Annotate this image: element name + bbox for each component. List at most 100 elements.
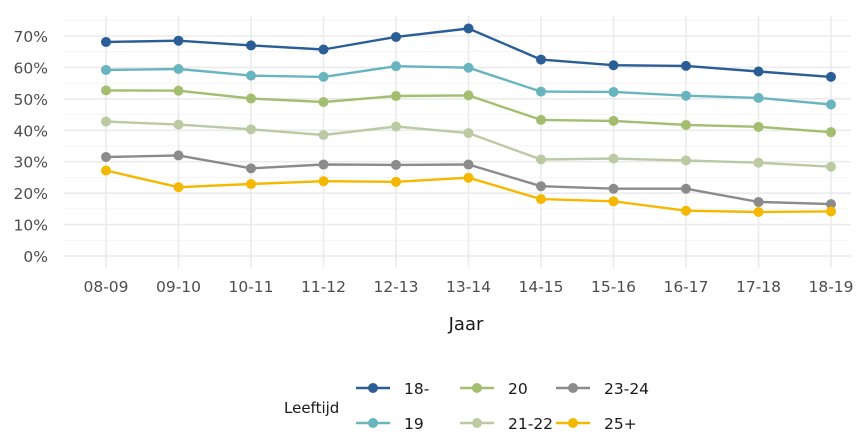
legend-label: 20 [508,380,528,398]
data-point [608,115,619,126]
data-point [753,92,764,103]
legend-key-point [472,383,482,393]
data-point [173,150,184,161]
data-point [246,70,256,81]
data-point [101,85,111,96]
data-point [391,61,401,72]
data-point [826,99,836,110]
legend-item: 20 [460,380,528,398]
legend-key-point [368,383,378,393]
series-points [101,23,836,217]
x-tick-label: 14-15 [518,278,563,296]
data-point [391,121,401,132]
x-axis-title: Jaar [448,314,484,335]
data-point [318,130,329,140]
data-point [826,206,836,217]
data-point [318,44,329,55]
y-tick-label: 70% [14,28,48,46]
data-point [173,119,184,130]
data-point [536,154,546,165]
data-point [318,71,329,82]
data-point [391,176,401,187]
x-tick-label: 16-17 [663,278,708,296]
legend-label: 21-22 [508,415,553,432]
x-tick-label: 12-13 [373,278,418,296]
data-point [536,86,546,97]
data-point [608,196,619,207]
data-point [463,172,474,183]
legend-label: 18- [404,380,429,398]
data-point [318,159,329,170]
data-point [826,161,836,172]
data-point [463,90,474,101]
legend-item: 18- [356,380,429,398]
legend-item: 23-24 [556,380,649,398]
data-point [246,124,256,135]
data-point [681,60,691,71]
data-point [681,205,691,216]
legend-title: Leeftijd [284,399,339,417]
data-point [318,97,329,107]
data-point [608,183,619,194]
data-point [681,90,691,101]
data-point [463,23,474,34]
y-tick-label: 60% [14,59,48,77]
data-point [608,153,619,164]
data-point [753,66,764,77]
x-tick-label: 15-16 [591,278,636,296]
data-point [101,36,111,47]
y-axis-tick-labels: 0% 10% 20% 30% 40% 50% 60% 70% [14,28,48,266]
x-tick-label: 11-12 [301,278,346,296]
data-point [173,182,184,193]
data-point [753,207,764,217]
data-point [246,93,256,104]
legend-item: 21-22 [460,415,553,432]
x-tick-label: 13-14 [446,278,491,296]
data-point [681,183,691,194]
data-point [681,155,691,166]
data-point [826,71,836,82]
data-point [318,176,329,187]
data-point [753,196,764,207]
x-tick-label: 18-19 [808,278,853,296]
y-tick-label: 40% [14,122,48,140]
data-point [608,86,619,97]
data-point [101,165,111,176]
data-point [753,157,764,168]
legend-key-point [568,383,578,393]
legend-item: 19 [356,415,424,432]
x-tick-label: 17-18 [736,278,781,296]
legend-key-point [368,418,378,428]
data-point [463,128,474,139]
data-point [101,116,111,127]
grid [64,16,851,268]
data-point [536,54,546,65]
data-point [391,91,401,102]
data-point [246,179,256,190]
data-point [826,199,836,210]
data-point [173,64,184,74]
data-point [391,31,401,42]
data-point [536,181,546,192]
data-point [536,114,546,125]
data-point [536,194,546,205]
x-tick-label: 09-10 [156,278,201,296]
y-tick-label: 10% [14,217,48,235]
data-point [608,60,619,71]
data-point [463,62,474,73]
data-point [463,159,474,170]
data-point [246,40,256,51]
legend: Leeftijd 18- 19 20 21-22 23-24 25+ [284,380,649,432]
legend-item: 25+ [556,415,637,432]
data-point [826,127,836,138]
x-tick-label: 10-11 [228,278,273,296]
data-point [391,159,401,170]
data-point [173,85,184,96]
data-point [101,152,111,162]
x-axis-tick-labels: 08-09 09-10 10-11 11-12 12-13 13-14 14-15 15-16… [83,278,853,296]
data-point [173,35,184,46]
y-tick-label: 50% [14,91,48,109]
legend-key-point [568,418,578,428]
y-tick-label: 30% [14,154,48,172]
